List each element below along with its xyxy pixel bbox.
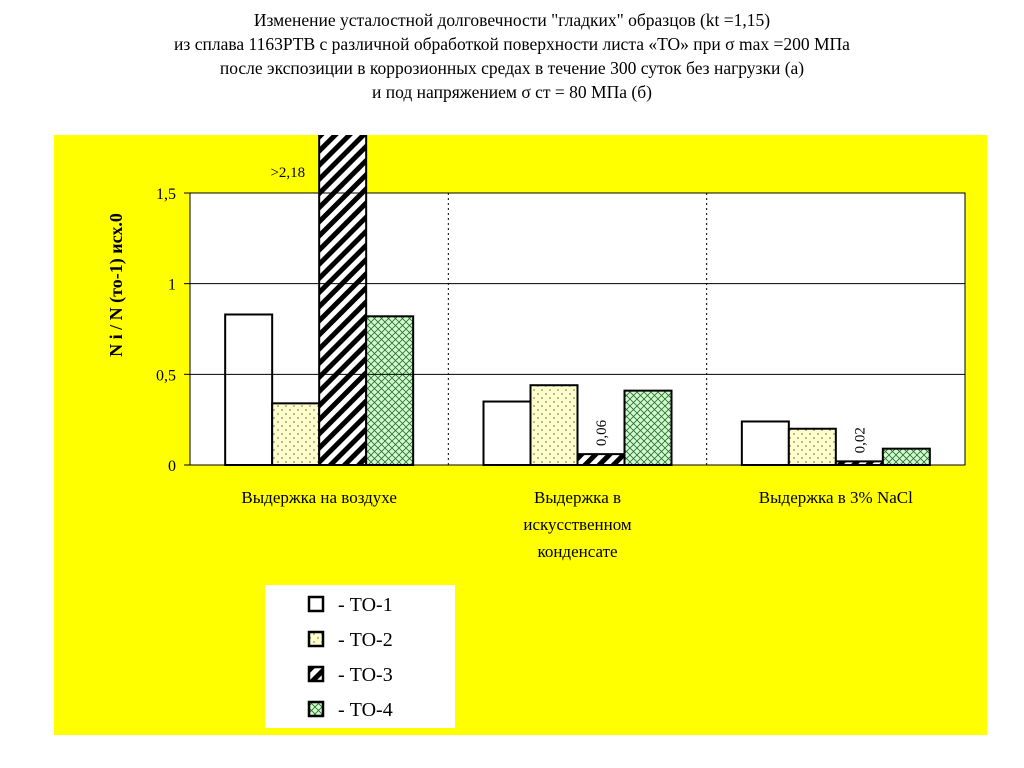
y-tick-label: 1,5 [156,186,176,203]
y-tick-label: 0,5 [156,367,176,384]
y-tick-label: 1 [168,277,176,294]
chart-title: Изменение усталостной долговечности "гла… [0,8,1024,104]
bar [834,460,884,466]
legend-swatch [307,700,325,718]
title-line: Изменение усталостной долговечности "гла… [253,10,771,30]
legend-label: - ТО-4 [338,699,393,721]
bar [881,447,931,466]
title-line: и под напряжением σ ст = 80 МПа (б) [372,82,652,102]
legend-swatch [307,595,325,613]
legend-swatch [307,630,325,648]
x-tick-label: Выдержка на воздухе [241,488,397,507]
legend-label: - ТО-1 [338,594,393,616]
bar [224,313,274,467]
bar [787,427,837,467]
legend-label: - ТО-3 [338,664,393,686]
value-label: 0,06 [594,419,610,446]
legend-swatch [307,665,325,683]
value-label: >2,18 [270,165,305,181]
bar [271,402,321,467]
bar [576,453,626,466]
x-tick-label: Выдержка в искусственном конденсате [523,488,632,561]
title-line: после экспозиции в коррозионных средах в… [219,58,805,78]
title-line: из сплава 1163РТВ с различной обработкой… [174,34,850,54]
value-label: 0,02 [852,427,868,453]
legend [265,585,455,728]
bar [482,400,532,466]
x-tick-label: Выдержка в 3% NaCl [758,488,913,507]
bar [365,315,415,466]
legend-label: - ТО-2 [338,629,393,651]
y-tick-label: 0 [168,458,176,475]
y-axis-label: N i / N (то-1) исх.0 [106,213,127,357]
plot-border [189,192,966,466]
bar [318,135,368,467]
bar [740,420,790,467]
bar [529,384,579,467]
bar [623,389,673,466]
